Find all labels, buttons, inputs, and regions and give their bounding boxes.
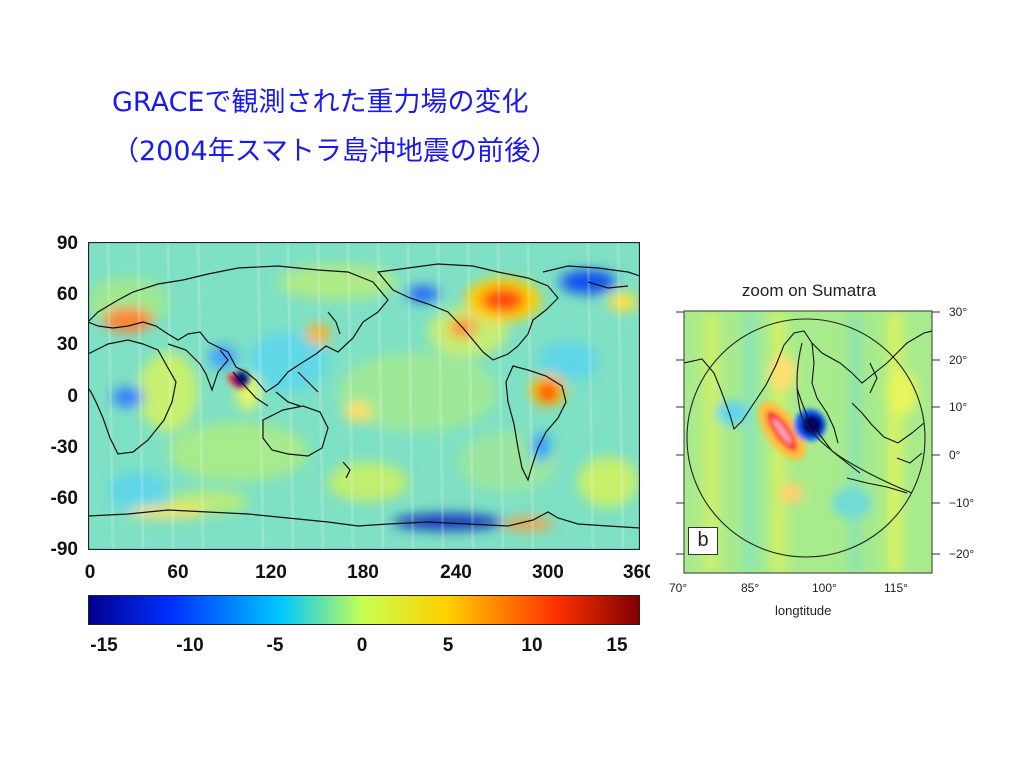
slide-title-line-1: GRACEで観測された重力場の変化 [112,87,529,118]
panel-letter-b: b [688,527,718,555]
map-x-tick: 240 [440,562,472,583]
map-y-tick: 60 [56,284,78,305]
map-x-tick: 60 [167,562,189,583]
colorbar-tick: -10 [176,635,204,656]
map-y-tick: 30 [56,334,78,355]
zoom-y-tick: 10° [949,400,968,414]
map-y-tick: -60 [50,488,78,509]
colorbar-tick: 10 [521,635,543,656]
colorbar-tick: 5 [442,635,454,656]
map-x-tick: 120 [255,562,287,583]
zoom-y-tick: −10° [949,496,975,510]
colorbar-tick: 15 [606,635,628,656]
zoom-x-tick: 100° [812,581,837,595]
world-gravity-map [88,242,640,550]
zoom-x-tick: 85° [741,581,760,595]
map-x-tick: 360 [623,562,650,583]
sumatra-zoom-map [676,310,940,574]
colorbar [88,595,640,625]
zoom-x-tick: 115° [884,581,908,595]
zoom-x-tick: 70° [669,581,688,595]
colorbar-tick: 0 [356,635,368,656]
map-y-tick: 0 [67,386,78,407]
colorbar-tick: -5 [266,635,284,656]
map-y-tick: -30 [50,437,78,458]
map-x-tick: 180 [347,562,379,583]
zoom-y-tick: 20° [949,353,968,367]
slide-title-line-2: （2004年スマトラ島沖地震の前後） [112,136,558,167]
zoom-y-tick: 30° [949,305,968,319]
zoom-x-label: longtitude [775,603,832,618]
map-x-tick: 300 [532,562,564,583]
zoom-panel-title: zoom on Sumatra [741,281,877,300]
colorbar-tick: -15 [90,635,118,656]
zoom-y-tick: 0° [949,448,961,462]
map-x-tick: 0 [84,562,96,583]
map-y-tick: -90 [50,539,78,560]
zoom-y-tick: −20° [949,547,975,561]
map-y-tick: 90 [56,233,78,254]
